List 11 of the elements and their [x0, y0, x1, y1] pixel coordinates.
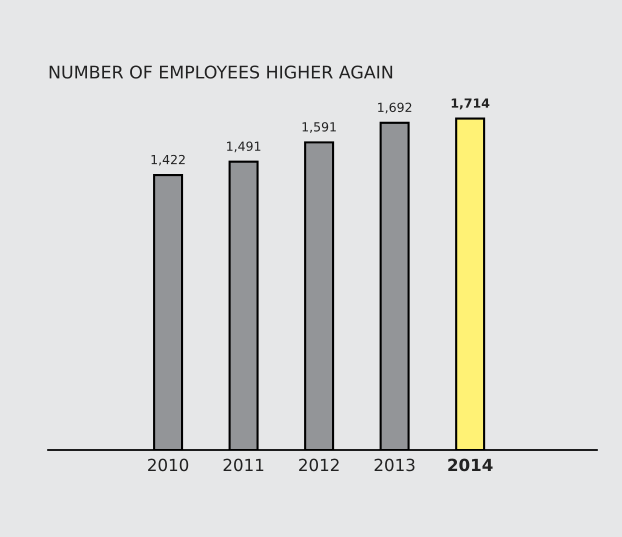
- x-tick-label: 2012: [299, 458, 339, 472]
- data-label: 1,714: [452, 98, 490, 110]
- data-label: 1,591: [302, 122, 336, 133]
- chart-title: NUMBER OF EMPLOYEES HIGHER AGAIN: [50, 66, 392, 79]
- data-label: 1,422: [152, 154, 185, 166]
- x-tick-label: 2014: [448, 458, 493, 472]
- x-tick-label: 2011: [224, 458, 264, 472]
- data-label: 1,491: [227, 141, 260, 152]
- data-label: 1,692: [378, 102, 412, 114]
- x-tick-label: 2013: [374, 458, 414, 472]
- x-tick-label: 2010: [148, 458, 188, 472]
